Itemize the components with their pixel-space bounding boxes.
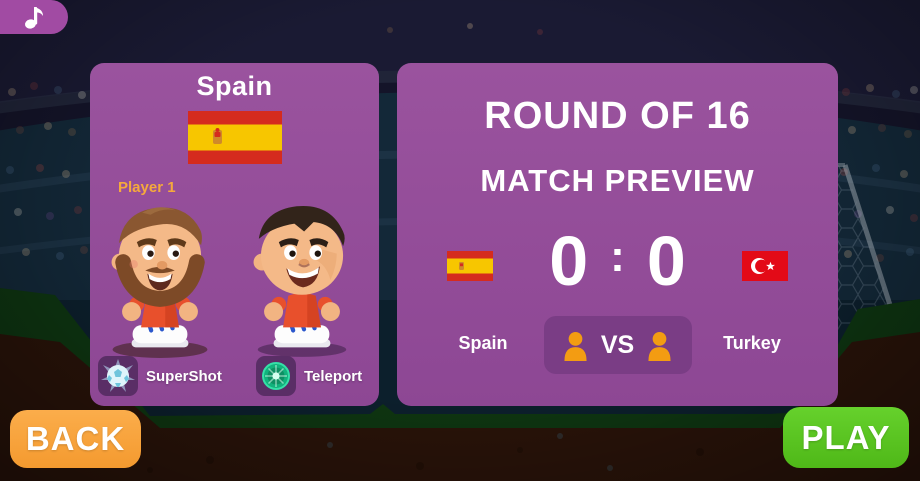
crowd <box>6 23 918 262</box>
music-toggle-button[interactable] <box>0 0 68 34</box>
player-avatar-1 <box>102 201 218 359</box>
teleport-portal-icon <box>256 356 296 396</box>
spain-crest <box>212 128 222 144</box>
score-display: 0 : 0 <box>397 219 838 303</box>
person-icon <box>648 331 671 361</box>
supershot-ball-icon <box>98 356 138 396</box>
spain-flag <box>187 111 282 169</box>
turkey-flag-small <box>742 251 788 286</box>
match-subtitle: MATCH PREVIEW <box>480 163 755 198</box>
score-away: 0 <box>646 222 686 300</box>
player-label: Player 1 <box>118 179 176 196</box>
music-note-icon <box>25 7 43 29</box>
person-icon <box>564 331 587 361</box>
team-panel-title: Spain <box>196 71 273 101</box>
score-separator: : <box>610 232 625 281</box>
away-team-name: Turkey <box>723 333 781 353</box>
score-home: 0 <box>549 222 589 300</box>
home-team-name: Spain <box>458 333 508 353</box>
player-avatar-2 <box>244 201 360 359</box>
powerup-label: SuperShot <box>146 367 222 385</box>
vs-label: VS <box>600 330 635 359</box>
spain-flag-small <box>447 251 493 286</box>
play-button[interactable]: PLAY <box>783 407 909 468</box>
match-preview-panel: ROUND OF 16 MATCH PREVIEW 0 : 0 <box>397 63 838 406</box>
back-button[interactable]: BACK <box>10 410 141 468</box>
team-panel: Spain Player 1 <box>90 63 379 406</box>
round-title: ROUND OF 16 <box>484 95 751 137</box>
dirt <box>0 332 920 481</box>
powerup-label: Teleport <box>304 367 363 385</box>
back-button-label: BACK <box>25 420 126 457</box>
play-button-label: PLAY <box>801 418 891 456</box>
powerup-supershot[interactable]: SuperShot <box>98 356 222 396</box>
vs-box: VS <box>543 316 692 374</box>
powerup-teleport[interactable]: Teleport <box>256 356 362 396</box>
